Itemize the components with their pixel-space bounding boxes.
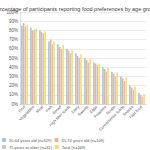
svg-text:30%: 30%: [9, 74, 18, 79]
svg-text:Total (n=469): Total (n=469): [62, 145, 86, 150]
svg-text:10%: 10%: [9, 92, 18, 97]
svg-text:70%: 70%: [9, 37, 18, 42]
svg-text:40%: 40%: [9, 65, 18, 70]
svg-text:Percentage of participants rep: Percentage of participants reporting foo…: [0, 6, 150, 12]
svg-text:Meat: Meat: [34, 104, 44, 114]
svg-text:Eggs: Eggs: [88, 104, 99, 115]
svg-text:20%: 20%: [9, 83, 18, 88]
svg-text:60%: 60%: [9, 46, 18, 51]
svg-text:65-74 years old (n=109): 65-74 years old (n=109): [62, 138, 105, 143]
svg-text:75 years or older (n=31): 75 years or older (n=31): [9, 145, 52, 150]
svg-text:80%: 80%: [9, 28, 18, 33]
svg-text:Dairy: Dairy: [70, 104, 81, 115]
svg-text:Soups: Soups: [104, 104, 117, 116]
svg-text:Sweets: Sweets: [76, 104, 90, 117]
svg-text:Bread: Bread: [51, 104, 63, 116]
svg-text:High fiber foods: High fiber foods: [48, 104, 71, 127]
svg-text:0%: 0%: [11, 102, 18, 107]
svg-text:100%: 100%: [6, 9, 18, 15]
svg-text:Fruit: Fruit: [17, 104, 27, 114]
svg-text:Fish: Fish: [44, 104, 54, 114]
svg-text:Convenience foods: Convenience foods: [98, 104, 126, 132]
svg-text:Snacks: Snacks: [121, 104, 135, 117]
svg-text:50%: 50%: [9, 56, 18, 61]
svg-text:Potatoes: Potatoes: [92, 104, 108, 119]
svg-text:Fast food: Fast food: [128, 104, 143, 119]
svg-text:90%: 90%: [9, 19, 18, 24]
svg-text:Vegetables: Vegetables: [18, 104, 35, 121]
svg-text:50-64 years old (n=329): 50-64 years old (n=329): [9, 138, 52, 143]
